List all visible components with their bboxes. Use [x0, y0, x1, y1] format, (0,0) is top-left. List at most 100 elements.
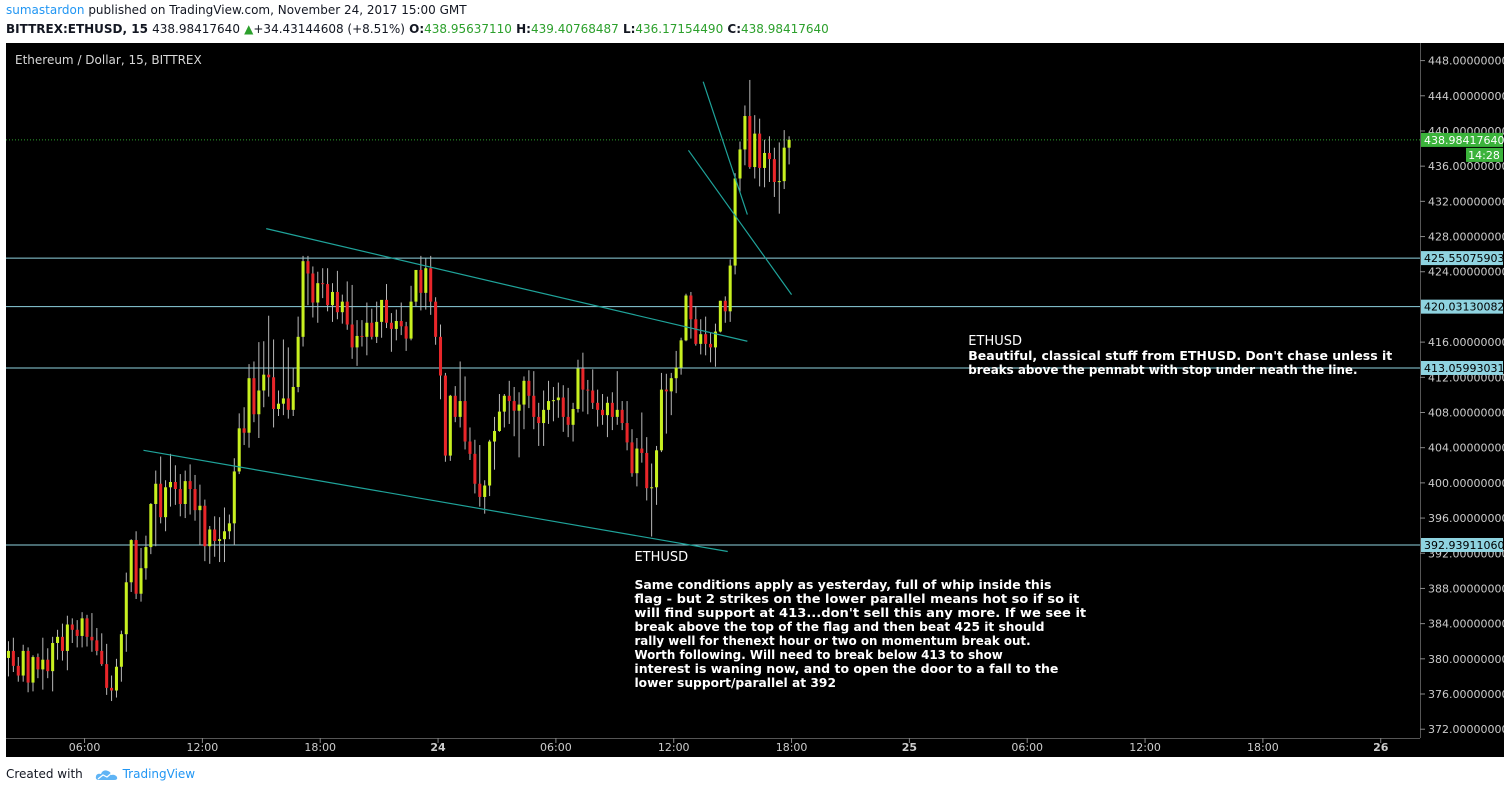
candle-body [640, 448, 644, 453]
symbol-label: BITTREX:ETHUSD, 15 [6, 22, 148, 36]
x-tick-label: 25 [902, 741, 917, 754]
candle-body [306, 261, 310, 274]
annotation-line: interest is waning now, and to open the … [634, 661, 1058, 676]
candle-body [517, 404, 521, 411]
candle-body [355, 335, 359, 348]
candle-body [704, 334, 708, 344]
candle-body [738, 149, 742, 179]
candle-body [777, 181, 781, 183]
candle-body [458, 401, 462, 417]
candle-body [330, 291, 335, 306]
candle-body [664, 389, 668, 392]
countdown-label: 14:28 [1468, 149, 1500, 162]
candle-body [532, 395, 536, 417]
x-tick-label: 26 [1373, 741, 1389, 754]
candle-body [758, 133, 762, 168]
candle-body [36, 657, 40, 670]
candle-body [743, 116, 747, 150]
horizontal-level-badge [1421, 360, 1503, 375]
x-tick-label: 18:00 [304, 741, 336, 754]
x-tick-label: 06:00 [69, 741, 101, 754]
candle-body [605, 402, 609, 416]
annotation-line: will find support at 413...don't sell th… [634, 605, 1086, 620]
tradingview-link[interactable]: TradingView [122, 767, 196, 781]
candle-body [129, 540, 133, 583]
candle-body [767, 152, 771, 160]
candle-body [296, 336, 300, 387]
close-value: 438.98417640 [741, 22, 829, 36]
candle-body [473, 453, 477, 484]
candle-body [551, 400, 555, 402]
last-price-badge [1421, 132, 1503, 147]
x-tick-label: 06:00 [1011, 741, 1043, 754]
candle-body [542, 409, 546, 424]
candle-body [723, 300, 727, 312]
annotation-line: rally well for thenext hour or two on mo… [634, 633, 1030, 648]
candle-body [321, 283, 325, 285]
candle-body [753, 133, 757, 168]
candle-body [272, 377, 276, 409]
trendline [143, 449, 728, 553]
chart-area[interactable]: 448.00000000 444.00000000 440.00000000 436.… [6, 43, 1504, 757]
last-price-value: 438.98417640 [152, 22, 240, 36]
candle-body [114, 666, 118, 691]
horizontal-level-badge [1421, 537, 1503, 552]
candle-body [340, 301, 344, 313]
candle-body [537, 416, 541, 424]
candle-body [409, 301, 413, 339]
candle-body [149, 503, 153, 548]
annotation-note: ETHUSD Same conditions apply as yesterday… [634, 550, 1086, 690]
candle-body [110, 687, 114, 691]
candle-body [213, 529, 217, 541]
candle-body [443, 375, 447, 456]
candle-body [247, 378, 251, 433]
annotation-title: ETHUSD [634, 550, 688, 565]
open-value: 438.95637110 [424, 22, 512, 36]
y-tick-label: 372.00000000 [1428, 723, 1504, 736]
candle-body [85, 618, 89, 637]
candle-body [267, 374, 271, 378]
candle-body [591, 390, 595, 403]
y-tick-label: 408.00000000 [1428, 406, 1504, 419]
tradingview-cloud-icon[interactable] [95, 769, 119, 781]
candle-body [159, 483, 163, 518]
candle-body [168, 481, 172, 488]
publish-info: sumastardon published on TradingView.com… [6, 3, 467, 17]
trendline [687, 149, 793, 295]
candle-body [713, 331, 717, 348]
y-tick-label: 444.00000000 [1428, 90, 1504, 103]
candle-body [522, 380, 526, 405]
annotation-line: Beautiful, classical stuff from ETHUSD. … [968, 348, 1392, 363]
candle-body [70, 624, 74, 630]
candle-body [630, 442, 634, 474]
candle-body [655, 450, 659, 488]
candle-body [453, 395, 457, 417]
candle-body [414, 269, 418, 302]
y-tick-label: 416.00000000 [1428, 336, 1504, 349]
candle-body [483, 485, 487, 497]
candle-body [119, 634, 123, 667]
candle-body [41, 659, 45, 670]
candle-body [492, 430, 497, 442]
candle-body [208, 529, 212, 547]
author-link[interactable]: sumastardon [6, 3, 85, 17]
y-tick-label: 380.00000000 [1428, 653, 1504, 666]
candle-body [763, 152, 767, 168]
low-label: L: [622, 22, 636, 36]
candle-body [164, 487, 168, 518]
x-tick-label: 18:00 [776, 741, 808, 754]
y-tick-label: 436.00000000 [1428, 160, 1504, 173]
candle-body [502, 395, 506, 412]
candle-body [478, 483, 482, 497]
candlestick-chart[interactable]: 448.00000000444.00000000440.00000000436.… [6, 43, 1504, 757]
candle-body [16, 665, 20, 676]
x-tick-label: 06:00 [540, 741, 572, 754]
candle-body [733, 178, 737, 266]
horizontal-level-label: 413.05993031 [1424, 362, 1504, 375]
candle-body [650, 487, 654, 489]
horizontal-level-badge [1421, 251, 1503, 266]
candle-body [576, 368, 580, 409]
candle-body [782, 147, 786, 182]
candle-body [198, 505, 202, 511]
candle-body [257, 390, 261, 415]
